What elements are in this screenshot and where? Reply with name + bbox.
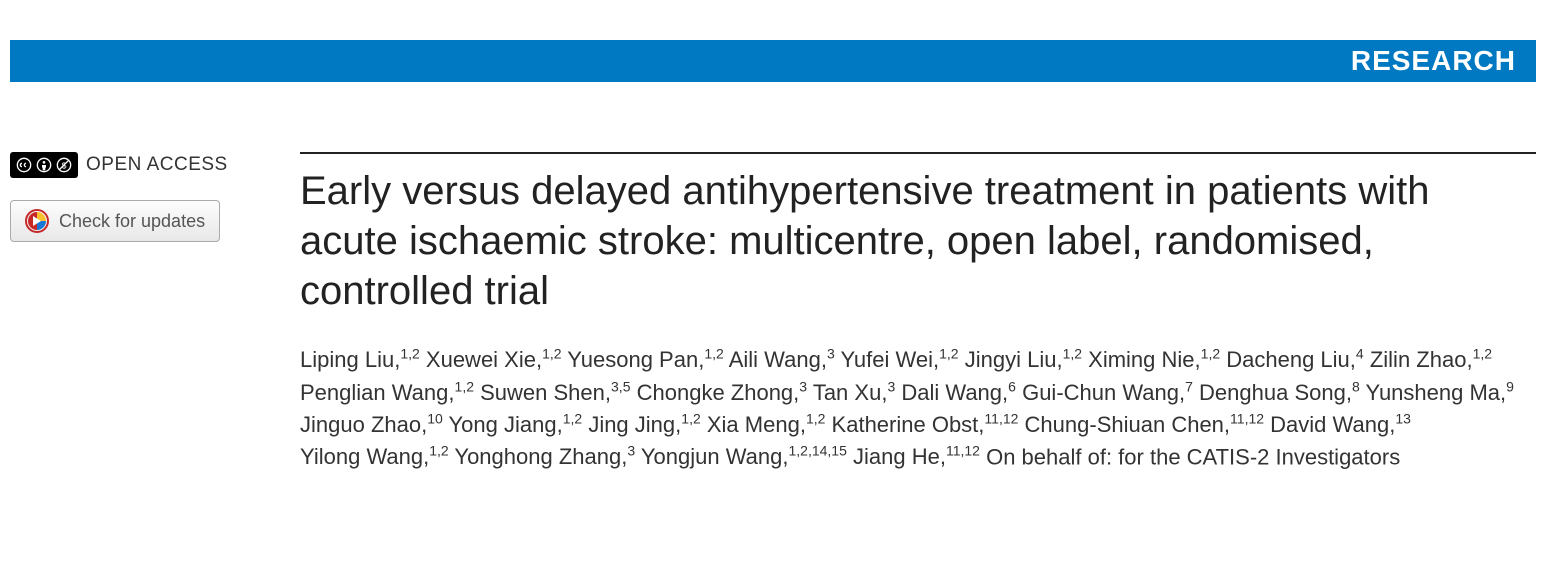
on-behalf-text: On behalf of: for the CATIS-2 Investigat… — [986, 444, 1400, 469]
open-access-label: OPEN ACCESS — [86, 154, 228, 176]
author-affiliation: 7 — [1185, 378, 1193, 394]
author-affiliation: 10 — [427, 410, 443, 426]
author: Yongjun Wang,1,2,14,15 — [641, 444, 847, 469]
content-area: $ OPEN ACCESS Check for updates Early ve… — [0, 152, 1546, 473]
author: Jing Jing,1,2 — [588, 412, 700, 437]
author: Xuewei Xie,1,2 — [426, 347, 562, 372]
author-affiliation: 3 — [799, 378, 807, 394]
author-affiliation: 3 — [827, 346, 835, 362]
author-list: Liping Liu,1,2 Xuewei Xie,1,2 Yuesong Pa… — [300, 344, 1536, 473]
author: Yufei Wei,1,2 — [840, 347, 958, 372]
section-banner-label: RESEARCH — [1351, 45, 1516, 77]
cc-icon — [16, 157, 32, 173]
author: Yilong Wang,1,2 — [300, 444, 449, 469]
author: Yong Jiang,1,2 — [449, 412, 583, 437]
author-affiliation: 1,2 — [704, 346, 723, 362]
author-affiliation: 13 — [1395, 410, 1411, 426]
author: Jingyi Liu,1,2 — [965, 347, 1082, 372]
author: Aili Wang,3 — [729, 347, 835, 372]
crossmark-icon — [25, 209, 49, 233]
cc-license-badge: $ — [10, 152, 78, 178]
author: Chung-Shiuan Chen,11,12 — [1025, 412, 1265, 437]
author: Yonghong Zhang,3 — [454, 444, 635, 469]
author-affiliation: 1,2 — [681, 410, 700, 426]
author-affiliation: 9 — [1506, 378, 1514, 394]
author: Dali Wang,6 — [901, 380, 1016, 405]
author-affiliation: 3 — [887, 378, 895, 394]
author-affiliation: 1,2 — [1201, 346, 1220, 362]
author: Xia Meng,1,2 — [707, 412, 826, 437]
section-banner: RESEARCH — [10, 40, 1536, 82]
author-affiliation: 1,2 — [1473, 346, 1492, 362]
author-affiliation: 1,2 — [939, 346, 958, 362]
author: Jinguo Zhao,10 — [300, 412, 443, 437]
nc-icon: $ — [56, 157, 72, 173]
author: Katherine Obst,11,12 — [832, 412, 1019, 437]
author: Yuesong Pan,1,2 — [567, 347, 724, 372]
author: Liping Liu,1,2 — [300, 347, 420, 372]
author-affiliation: 11,12 — [984, 410, 1018, 426]
author-affiliation: 1,2 — [542, 346, 561, 362]
check-updates-label: Check for updates — [59, 211, 205, 232]
author-affiliation: 3,5 — [611, 378, 630, 394]
check-updates-button[interactable]: Check for updates — [10, 200, 220, 242]
author-affiliation: 1,2 — [455, 378, 474, 394]
article-title: Early versus delayed antihypertensive tr… — [300, 166, 1536, 316]
author: Tan Xu,3 — [813, 380, 895, 405]
author-affiliation: 1,2 — [563, 410, 582, 426]
author: David Wang,13 — [1270, 412, 1411, 437]
author-affiliation: 11,12 — [1230, 410, 1264, 426]
author: Yunsheng Ma,9 — [1365, 380, 1513, 405]
by-icon — [36, 157, 52, 173]
author: Jiang He,11,12 — [853, 444, 980, 469]
author-affiliation: 1,2 — [1063, 346, 1082, 362]
author-affiliation: 8 — [1352, 378, 1360, 394]
author: Zilin Zhao,1,2 — [1370, 347, 1492, 372]
author-affiliation: 1,2,14,15 — [788, 443, 846, 459]
author-affiliation: 4 — [1356, 346, 1364, 362]
author-affiliation: 11,12 — [946, 443, 980, 459]
author-affiliation: 6 — [1008, 378, 1016, 394]
open-access-row: $ OPEN ACCESS — [10, 152, 280, 178]
author: Chongke Zhong,3 — [637, 380, 807, 405]
author-affiliation: 1,2 — [806, 410, 825, 426]
author: Dacheng Liu,4 — [1226, 347, 1363, 372]
author-affiliation: 1,2 — [400, 346, 419, 362]
author-affiliation: 3 — [627, 443, 635, 459]
author: Ximing Nie,1,2 — [1088, 347, 1220, 372]
author-affiliation: 1,2 — [429, 443, 448, 459]
article-main: Early versus delayed antihypertensive tr… — [300, 152, 1536, 473]
author: Gui-Chun Wang,7 — [1022, 380, 1193, 405]
author: Denghua Song,8 — [1199, 380, 1360, 405]
author: Suwen Shen,3,5 — [480, 380, 630, 405]
author: Penglian Wang,1,2 — [300, 380, 474, 405]
sidebar: $ OPEN ACCESS Check for updates — [10, 152, 300, 473]
